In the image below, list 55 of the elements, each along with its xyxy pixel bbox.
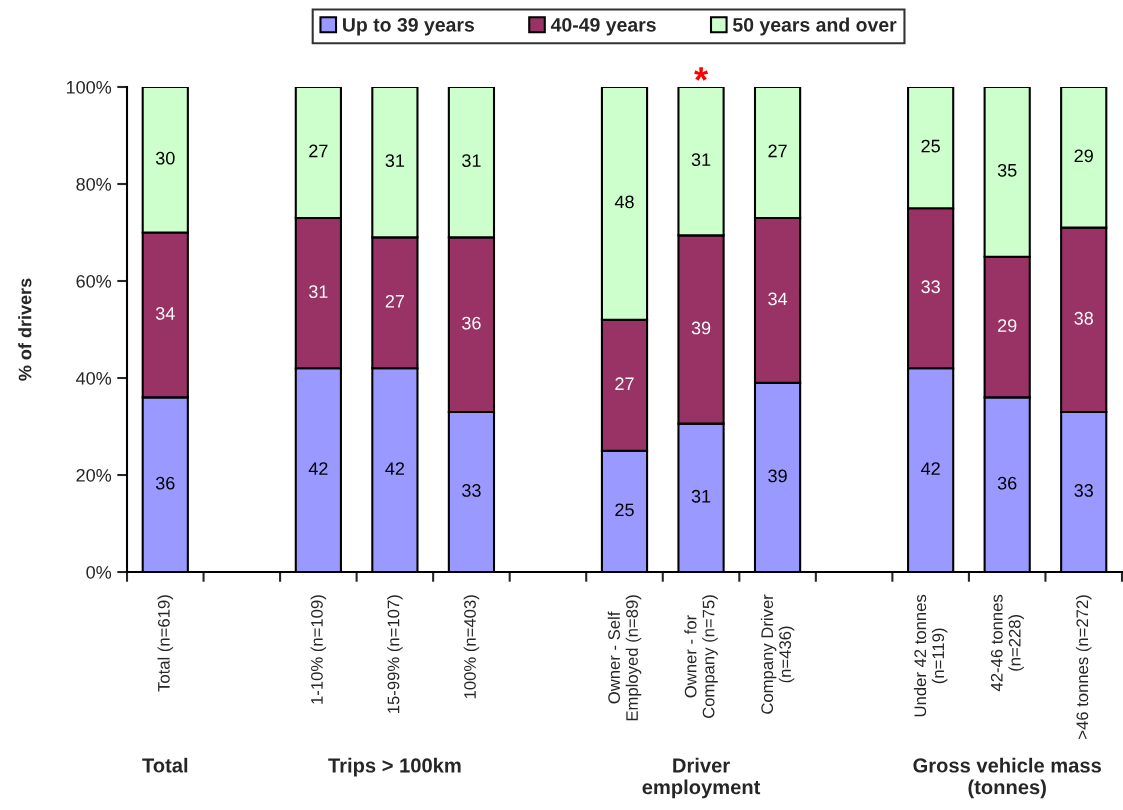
x-tick-label: Total (n=619) xyxy=(157,595,174,692)
text: Driver employment xyxy=(642,757,761,799)
x-tick-label: Owner - for Company (n=75) xyxy=(684,595,718,718)
text: Total xyxy=(142,757,188,773)
data-label: 39 xyxy=(691,321,711,335)
data-label: 36 xyxy=(462,316,481,330)
data-label: 34 xyxy=(768,292,788,306)
data-label: 29 xyxy=(998,319,1017,332)
data-label: 27 xyxy=(768,144,787,158)
x-tick-label: >46 tonnes (n=272) xyxy=(1075,595,1092,739)
data-label: 25 xyxy=(615,503,634,517)
data-label: 31 xyxy=(462,154,481,168)
data-label: 34 xyxy=(155,307,175,320)
data-label: 30 xyxy=(155,151,175,165)
data-label: 33 xyxy=(462,484,481,497)
y-tick-label: 0% xyxy=(86,565,112,579)
data-label: 27 xyxy=(309,144,328,158)
x-tick-label: 1-10% (n=109) xyxy=(310,595,327,704)
data-label: 42 xyxy=(385,462,405,475)
data-label: 31 xyxy=(691,153,711,167)
data-label: 31 xyxy=(691,489,711,503)
data-label: 39 xyxy=(768,469,787,483)
data-label: 36 xyxy=(155,476,175,490)
data-label: 33 xyxy=(1074,484,1093,497)
data-label: 36 xyxy=(997,476,1017,490)
data-label: 27 xyxy=(385,294,405,308)
y-axis-title: % of drivers xyxy=(18,278,32,381)
data-label: 25 xyxy=(921,139,940,153)
x-tick-label: 15-99% (n=107) xyxy=(387,595,403,713)
legend-label: Up to 39 years xyxy=(343,17,474,36)
data-label: 35 xyxy=(997,163,1017,177)
y-tick-label: 80% xyxy=(76,177,112,191)
data-label: 31 xyxy=(309,285,328,298)
data-label: 27 xyxy=(615,377,634,390)
text: Gross vehicle mass (tonnes) xyxy=(913,757,1101,799)
y-tick-label: 100% xyxy=(66,80,112,94)
data-label: 38 xyxy=(1074,311,1093,325)
y-tick-label: 20% xyxy=(76,468,112,482)
data-label: 29 xyxy=(1074,149,1093,163)
x-tick-label: Under 42 tonnes (n=119) xyxy=(913,594,948,717)
legend-label: 40-49 years xyxy=(550,17,656,36)
data-label: 31 xyxy=(385,154,405,168)
x-tick-label: Company Driver (n=436) xyxy=(760,594,795,714)
annotation: * xyxy=(694,67,709,81)
x-tick-label: 42-46 tonnes (n=228) xyxy=(990,594,1024,692)
text: Trips > 100km xyxy=(328,757,461,777)
data-label: 48 xyxy=(614,195,634,209)
x-tick-label: Owner - Self Employed (n=89) xyxy=(607,595,642,721)
y-tick-label: 40% xyxy=(76,371,112,385)
data-label: 42 xyxy=(921,462,940,475)
data-label: 42 xyxy=(308,462,328,475)
y-tick-label: 60% xyxy=(76,274,112,288)
x-tick-label: 100% (n=403) xyxy=(463,595,480,699)
data-label: 33 xyxy=(921,280,940,294)
legend-label: 50 years and over xyxy=(733,17,897,36)
